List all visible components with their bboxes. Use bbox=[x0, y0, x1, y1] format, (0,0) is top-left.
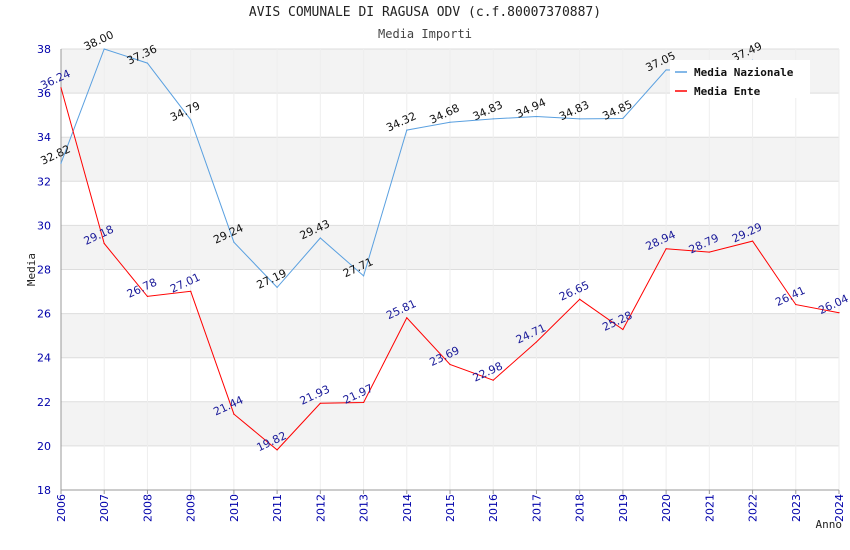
x-tick-label: 2023 bbox=[790, 494, 803, 522]
data-point bbox=[665, 69, 667, 71]
data-point bbox=[492, 118, 494, 120]
data-point bbox=[146, 295, 149, 298]
x-tick-label: 2022 bbox=[747, 494, 760, 522]
data-point bbox=[406, 317, 408, 319]
y-tick-label: 30 bbox=[37, 219, 51, 232]
data-point bbox=[406, 129, 408, 131]
data-point bbox=[622, 328, 624, 331]
y-tick-label: 18 bbox=[37, 484, 51, 497]
data-point bbox=[795, 303, 797, 306]
legend-box bbox=[670, 60, 810, 98]
data-point bbox=[579, 118, 581, 120]
data-point bbox=[535, 341, 538, 343]
data-point bbox=[276, 449, 278, 451]
x-tick-label: 2019 bbox=[617, 494, 630, 522]
y-tick-label: 20 bbox=[37, 440, 51, 453]
legend-label: Media Ente bbox=[694, 85, 761, 98]
data-point bbox=[362, 401, 365, 404]
chart-title: AVIS COMUNALE DI RAGUSA ODV (c.f.8000737… bbox=[248, 5, 602, 20]
x-tick-label: 2012 bbox=[314, 494, 327, 522]
y-tick-label: 36 bbox=[37, 87, 51, 100]
data-point bbox=[233, 241, 235, 243]
x-tick-label: 2008 bbox=[141, 494, 154, 522]
x-tick-label: 2018 bbox=[574, 494, 587, 522]
data-point bbox=[103, 48, 105, 50]
legend-label: Media Nazionale bbox=[694, 66, 794, 79]
x-tick-label: 2021 bbox=[703, 494, 716, 522]
y-tick-label: 24 bbox=[37, 352, 51, 365]
x-tick-label: 2007 bbox=[98, 494, 111, 522]
data-point bbox=[535, 115, 538, 118]
data-point bbox=[362, 275, 365, 277]
data-point bbox=[319, 402, 321, 404]
data-point bbox=[190, 290, 192, 292]
x-tick-label: 2014 bbox=[401, 494, 414, 522]
data-point bbox=[103, 242, 105, 245]
x-tick-label: 2013 bbox=[358, 494, 371, 522]
x-tick-label: 2017 bbox=[530, 494, 543, 522]
x-tick-label: 2011 bbox=[271, 494, 284, 522]
y-tick-label: 34 bbox=[37, 131, 51, 144]
x-tick-label: 2009 bbox=[185, 494, 198, 522]
x-tick-label: 2020 bbox=[660, 494, 673, 522]
data-point bbox=[276, 286, 278, 288]
data-point bbox=[751, 240, 754, 242]
data-point bbox=[708, 251, 710, 253]
x-tick-label: 2024 bbox=[833, 494, 846, 522]
data-point bbox=[665, 248, 667, 250]
data-point bbox=[233, 413, 235, 415]
x-tick-label: 2016 bbox=[487, 494, 500, 522]
y-tick-label: 32 bbox=[37, 175, 51, 188]
data-point bbox=[146, 62, 149, 64]
series-lines bbox=[60, 48, 840, 451]
data-point bbox=[492, 379, 494, 381]
data-point bbox=[838, 312, 840, 314]
data-point bbox=[190, 119, 192, 121]
data-point bbox=[449, 121, 451, 123]
data-point bbox=[449, 363, 451, 366]
legend: Media Nazionale Media Ente bbox=[670, 60, 810, 98]
y-tick-label: 28 bbox=[37, 264, 51, 277]
y-axis-title: Media bbox=[25, 253, 38, 286]
chart-subtitle: Media Importi bbox=[378, 27, 472, 41]
data-point bbox=[622, 117, 624, 120]
x-axis-title: Anno bbox=[816, 518, 843, 531]
x-tick-label: 2006 bbox=[55, 494, 68, 522]
data-point bbox=[319, 237, 321, 239]
data-point bbox=[60, 162, 62, 164]
data-point bbox=[60, 87, 62, 89]
y-tick-label: 22 bbox=[37, 396, 51, 409]
y-tick-label: 38 bbox=[37, 43, 51, 56]
data-point bbox=[579, 298, 581, 300]
x-tick-label: 2015 bbox=[444, 494, 457, 522]
y-tick-label: 26 bbox=[37, 308, 51, 321]
x-tick-label: 2010 bbox=[228, 494, 241, 522]
